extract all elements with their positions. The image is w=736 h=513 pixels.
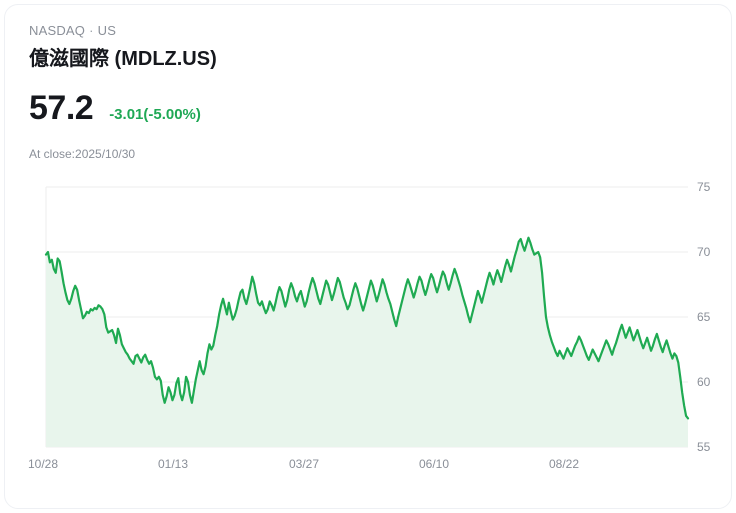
y-axis-labels: 75 70 65 60 55: [693, 165, 731, 465]
exchange-region-line: NASDAQ · US: [29, 23, 711, 39]
stock-quote-card: NASDAQ · US 億滋國際 (MDLZ.US) 57.2 -3.01(-5.0…: [4, 4, 732, 509]
y-axis-tick-label: 65: [697, 310, 711, 324]
quote-price-row: 57.2 -3.01(-5.00%): [29, 89, 201, 127]
exchange-label: NASDAQ: [29, 23, 86, 38]
x-axis-tick-label: 10/28: [28, 457, 59, 471]
last-price: 57.2: [29, 89, 94, 127]
region-label: US: [97, 23, 117, 38]
exchange-separator: ·: [89, 23, 94, 38]
quote-header: NASDAQ · US 億滋國際 (MDLZ.US): [29, 23, 711, 72]
x-axis-tick-label: 06/10: [419, 457, 450, 471]
price-area-fill: [46, 237, 688, 447]
page-title: 億滋國際 (MDLZ.US): [29, 48, 217, 70]
market-status: At close:2025/10/30: [29, 147, 136, 161]
price-chart[interactable]: 75 70 65 60 55 10/28 01/13 03/27 06/10 08/22: [5, 165, 732, 485]
y-axis-tick-label: 60: [697, 375, 711, 389]
y-axis-tick-label: 75: [697, 180, 711, 194]
price-chart-svg[interactable]: [5, 165, 732, 465]
x-axis-tick-label: 08/22: [549, 457, 580, 471]
price-line: [44, 236, 690, 420]
y-axis-tick-label: 55: [697, 440, 711, 454]
x-axis-tick-label: 01/13: [158, 457, 189, 471]
y-axis-tick-label: 70: [697, 245, 711, 259]
x-axis-tick-label: 03/27: [289, 457, 320, 471]
price-change: -3.01(-5.00%): [109, 106, 201, 123]
x-axis-labels: 10/28 01/13 03/27 06/10 08/22: [5, 457, 731, 481]
